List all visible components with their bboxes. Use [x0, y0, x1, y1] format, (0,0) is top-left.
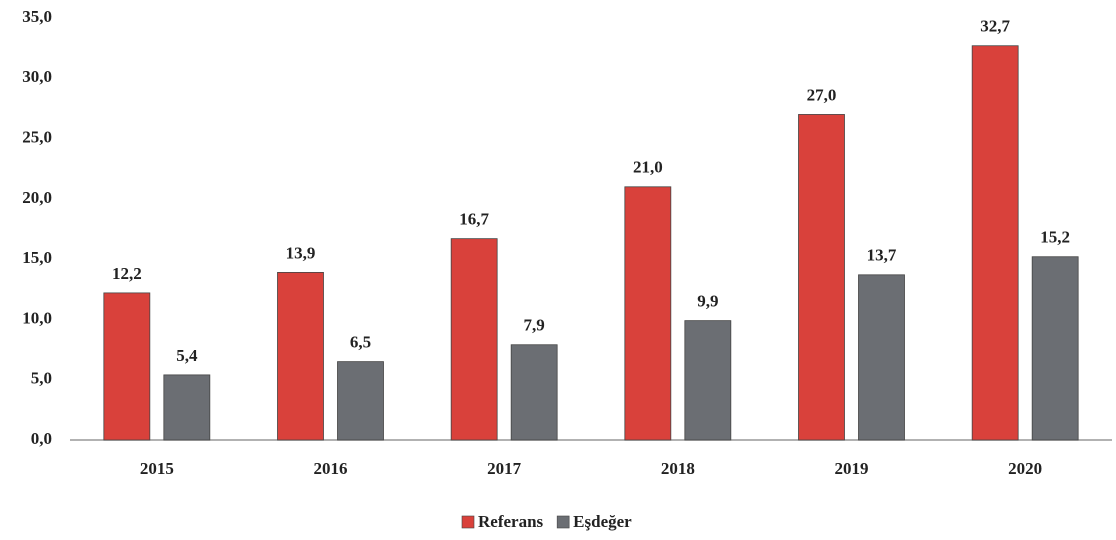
data-label: 7,9 — [524, 316, 545, 335]
data-label: 6,5 — [350, 333, 371, 352]
legend-label: Eşdeğer — [573, 512, 632, 531]
data-label: 15,2 — [1040, 228, 1070, 247]
x-tick-label: 2017 — [487, 459, 522, 478]
bar — [450, 238, 498, 441]
x-tick-label: 2016 — [314, 459, 348, 478]
bar — [277, 272, 324, 441]
bar — [1031, 256, 1079, 441]
y-tick-label: 0,0 — [31, 429, 52, 448]
y-tick-label: 15,0 — [22, 248, 52, 267]
bar — [858, 274, 905, 441]
x-tick-label: 2019 — [835, 459, 869, 478]
bar — [103, 292, 151, 441]
bar — [624, 186, 672, 441]
y-tick-label: 35,0 — [22, 7, 52, 26]
bar — [337, 361, 384, 441]
x-tick-label: 2015 — [140, 459, 174, 478]
y-tick-label: 30,0 — [22, 67, 52, 86]
bar — [971, 45, 1019, 441]
bar — [798, 114, 845, 441]
y-tick-label: 5,0 — [31, 369, 52, 388]
data-label: 12,2 — [112, 264, 142, 283]
data-label: 21,0 — [633, 158, 663, 177]
data-label: 5,4 — [176, 346, 198, 365]
data-label: 9,9 — [697, 292, 718, 311]
x-tick-label: 2018 — [661, 459, 695, 478]
legend-swatch — [461, 515, 475, 529]
data-label: 27,0 — [807, 85, 837, 104]
bar — [510, 344, 558, 441]
y-tick-label: 10,0 — [22, 308, 52, 327]
data-label: 16,7 — [459, 210, 489, 229]
legend-swatch — [556, 515, 570, 529]
data-label: 13,9 — [286, 243, 316, 262]
y-tick-label: 20,0 — [22, 188, 52, 207]
bar — [684, 320, 732, 441]
y-tick-label: 25,0 — [22, 127, 52, 146]
bar — [163, 374, 211, 441]
x-tick-label: 2020 — [1008, 459, 1042, 478]
data-label: 32,7 — [980, 17, 1010, 36]
legend-label: Referans — [478, 512, 544, 531]
data-label: 13,7 — [867, 246, 897, 265]
